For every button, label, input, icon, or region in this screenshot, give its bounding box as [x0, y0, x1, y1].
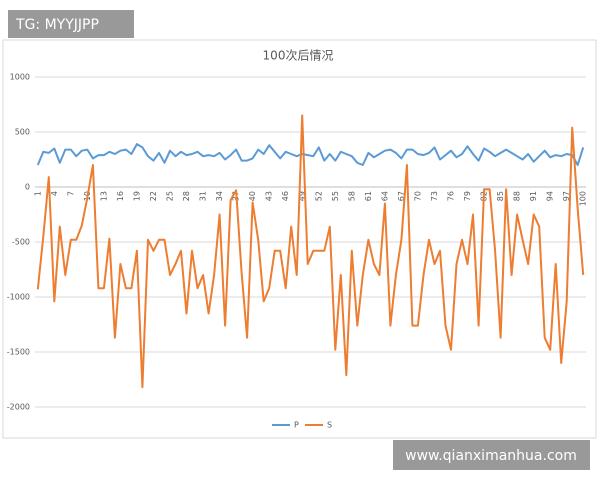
x-tick-label: 97: [562, 191, 571, 201]
chart-frame: [2, 39, 597, 439]
legend-label: S: [327, 421, 332, 430]
x-tick-label: 85: [496, 191, 505, 201]
x-tick-label: 61: [364, 191, 373, 201]
x-tick-label: 4: [50, 191, 59, 196]
x-tick-label: 7: [66, 191, 75, 196]
x-tick-label: 22: [149, 191, 158, 201]
chart-title: 100次后情况: [263, 49, 334, 63]
x-tick-label: 64: [380, 191, 389, 201]
x-tick-label: 49: [298, 191, 307, 201]
series-line: [36, 114, 585, 389]
watermark-box: [393, 440, 590, 470]
y-tick-label: -1500: [7, 348, 30, 357]
x-tick-label: 19: [132, 191, 141, 201]
y-tick-label: -2000: [7, 403, 30, 412]
series-line: [36, 143, 585, 166]
y-tick-label: -1000: [7, 293, 30, 302]
x-tick-label: 91: [529, 191, 538, 201]
x-tick-label: 76: [447, 191, 456, 201]
x-tick-label: 79: [463, 191, 472, 201]
x-tick-label: 1: [33, 191, 42, 196]
y-tick-label: 0: [25, 183, 30, 192]
y-tick-label: 500: [15, 128, 30, 137]
watermark-box: [8, 10, 134, 38]
watermark: www.qianximanhua.com: [405, 448, 577, 464]
x-tick-label: 43: [265, 191, 274, 201]
x-tick-label: 88: [513, 191, 522, 201]
x-tick-label: 28: [182, 191, 191, 201]
y-tick-label: 1000: [10, 73, 30, 82]
x-tick-label: 58: [347, 191, 356, 201]
x-tick-label: 31: [199, 191, 208, 201]
x-tick-label: 70: [413, 191, 422, 201]
x-tick-label: 73: [430, 191, 439, 201]
watermark: TG: MYYJJPP: [15, 17, 99, 33]
legend-label: P: [294, 421, 299, 430]
x-tick-label: 52: [314, 191, 323, 201]
x-tick-label: 40: [248, 191, 257, 201]
x-tick-label: 16: [116, 191, 125, 201]
x-tick-label: 13: [99, 191, 108, 201]
x-tick-label: 67: [397, 191, 406, 201]
x-tick-label: 34: [215, 191, 224, 201]
x-tick-label: 100: [579, 191, 588, 206]
x-tick-label: 46: [281, 191, 290, 201]
x-tick-label: 94: [546, 191, 555, 201]
x-tick-label: 55: [331, 191, 340, 201]
y-tick-label: -500: [12, 238, 30, 247]
x-tick-label: 25: [165, 191, 174, 201]
